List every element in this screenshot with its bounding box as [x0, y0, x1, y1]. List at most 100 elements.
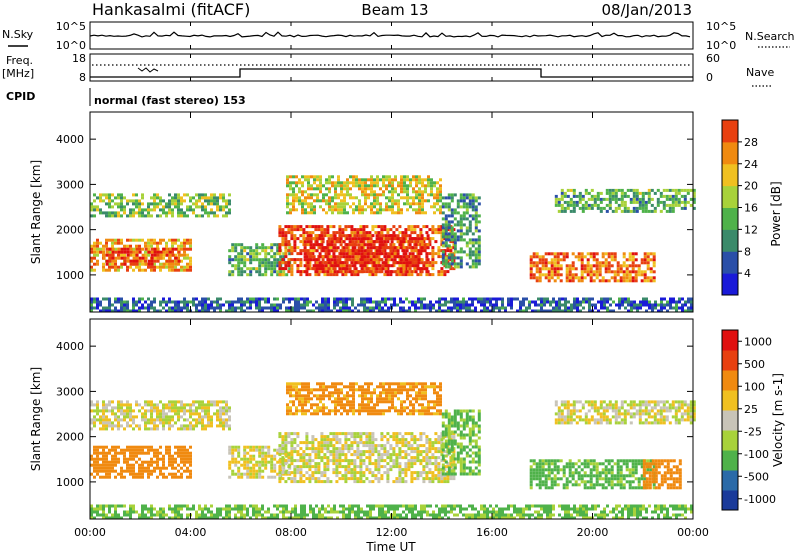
power-cell — [428, 273, 432, 277]
power-cell — [111, 256, 115, 260]
velocity-cell — [90, 454, 93, 458]
velocity-cell — [374, 465, 378, 469]
velocity-cell — [123, 454, 126, 458]
power-cell — [312, 267, 316, 271]
power-cell — [668, 203, 672, 207]
power-cell — [126, 306, 129, 310]
power-cell — [123, 250, 127, 254]
power-cell — [468, 196, 472, 200]
velocity-cell — [293, 459, 297, 463]
power-cell — [465, 300, 468, 304]
power-cell — [468, 253, 472, 257]
power-cell — [439, 196, 442, 200]
power-cell — [108, 214, 111, 218]
power-cell — [246, 246, 250, 250]
velocity-cell — [380, 465, 384, 469]
power-cell — [477, 241, 481, 245]
power-cell — [651, 303, 654, 307]
power-cell — [438, 309, 441, 313]
power-cell — [412, 196, 415, 200]
velocity-cell — [317, 480, 321, 484]
velocity-cell — [359, 441, 363, 445]
power-cell — [330, 264, 334, 268]
power-cell — [231, 273, 235, 277]
velocity-cell — [332, 444, 336, 448]
power-cell — [141, 208, 144, 212]
power-cell — [327, 303, 330, 307]
power-cell — [404, 273, 408, 277]
power-cell — [477, 297, 480, 301]
velocity-cell — [252, 475, 256, 479]
power-cell — [610, 264, 614, 268]
power-cell — [562, 255, 566, 259]
power-cell — [353, 273, 357, 277]
power-cell — [159, 208, 162, 212]
power-cell — [444, 300, 447, 304]
power-cell — [320, 231, 324, 235]
power-cell — [433, 184, 436, 188]
power-colorbar-tick-label: 12 — [744, 223, 758, 236]
power-cell — [418, 193, 421, 197]
power-cell — [390, 297, 393, 301]
power-cell — [399, 240, 403, 244]
power-cell — [586, 264, 590, 268]
power-cell — [541, 273, 545, 277]
power-cell — [228, 261, 232, 265]
velocity-cell — [398, 471, 402, 475]
power-cell — [431, 228, 435, 232]
velocity-cell — [129, 457, 132, 461]
velocity-cell — [293, 438, 297, 442]
velocity-cell — [270, 457, 274, 461]
velocity-cell — [398, 462, 402, 466]
power-cell — [102, 268, 105, 272]
power-cell — [416, 264, 420, 268]
power-cell — [417, 237, 421, 241]
velocity-cell — [350, 468, 354, 472]
power-cell — [338, 231, 342, 235]
velocity-cell — [282, 466, 286, 470]
power-cell — [431, 225, 435, 229]
power-cell — [692, 194, 696, 198]
power-cell — [598, 261, 602, 265]
power-cell — [417, 249, 421, 253]
power-cell — [132, 238, 135, 242]
power-cell — [532, 261, 536, 265]
power-cell — [400, 184, 403, 188]
power-cell — [385, 196, 388, 200]
velocity-cell — [177, 448, 180, 452]
velocity-cell — [261, 469, 265, 473]
power-cell — [631, 255, 635, 259]
velocity-cell — [392, 450, 396, 454]
power-cell — [544, 258, 548, 262]
power-cell — [180, 211, 183, 215]
velocity-cell — [347, 438, 351, 442]
velocity-cell — [395, 438, 399, 442]
power-cell — [651, 309, 654, 313]
power-cell — [291, 297, 294, 301]
power-cell — [348, 243, 352, 247]
power-cell — [323, 228, 327, 232]
velocity-cell — [201, 403, 204, 407]
power-cell — [444, 297, 447, 301]
power-cell — [444, 232, 448, 236]
power-cell — [318, 243, 322, 247]
velocity-cell — [210, 424, 213, 428]
power-cell — [285, 309, 288, 313]
velocity-cell — [102, 448, 105, 452]
velocity-cell — [183, 457, 186, 461]
power-cell — [419, 231, 423, 235]
power-cell — [355, 205, 358, 209]
power-cell — [114, 259, 117, 263]
power-cell — [495, 300, 498, 304]
power-cell — [111, 253, 115, 257]
velocity-cell — [102, 457, 105, 461]
power-cell — [646, 252, 650, 256]
power-cell — [424, 211, 427, 215]
velocity-cell — [335, 438, 339, 442]
power-cell — [270, 306, 273, 310]
power-cell — [237, 243, 241, 247]
power-cell — [665, 194, 669, 198]
power-cell — [296, 246, 300, 250]
power-cell — [344, 273, 348, 277]
velocity-cell — [168, 451, 171, 455]
